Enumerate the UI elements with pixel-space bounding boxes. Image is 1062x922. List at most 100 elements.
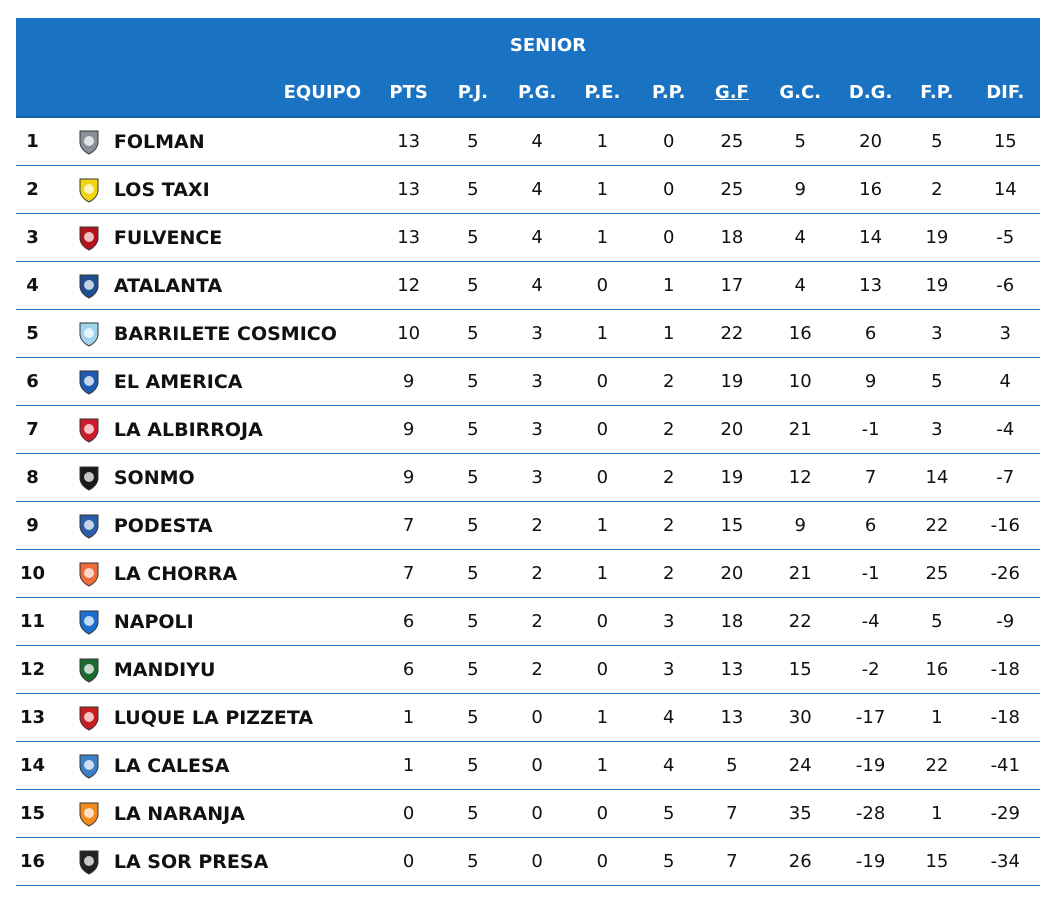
dg-cell: -19 xyxy=(837,837,904,886)
gc-cell: 4 xyxy=(762,213,838,262)
dif-cell: -9 xyxy=(970,597,1040,646)
gf-cell: 22 xyxy=(701,309,763,358)
position-cell: 12 xyxy=(16,645,67,694)
gf-cell: 15 xyxy=(701,501,763,550)
dg-cell: -1 xyxy=(837,549,904,598)
dg-cell: -2 xyxy=(837,645,904,694)
table-row: 8 SONMO 9 5 3 0 2 19 12 7 14 -7 xyxy=(16,453,1040,502)
dif-cell: 3 xyxy=(970,309,1040,358)
pts-cell: 0 xyxy=(377,789,441,838)
gc-cell: 24 xyxy=(762,741,838,790)
team-logo-cell xyxy=(66,357,112,406)
fp-cell: 22 xyxy=(903,501,971,550)
barrilete-cosmico-crest-icon xyxy=(77,320,101,348)
team-logo-cell xyxy=(66,309,112,358)
pe-cell: 1 xyxy=(568,741,637,790)
dif-cell: -34 xyxy=(970,837,1040,886)
table-title: SENIOR xyxy=(16,18,1040,68)
pp-cell: 2 xyxy=(636,453,702,502)
team-name: EL AMERICA xyxy=(111,357,378,406)
gc-cell: 26 xyxy=(762,837,838,886)
luque-la-pizzeta-crest-icon xyxy=(77,704,101,732)
gf-cell: 7 xyxy=(701,789,763,838)
pe-cell: 0 xyxy=(568,597,637,646)
fp-cell: 1 xyxy=(903,789,971,838)
pj-cell: 5 xyxy=(440,789,506,838)
gf-cell: 17 xyxy=(701,261,763,310)
gf-cell: 19 xyxy=(701,453,763,502)
team-name: FOLMAN xyxy=(111,117,378,166)
pts-cell: 13 xyxy=(377,213,441,262)
team-name: BARRILETE COSMICO xyxy=(111,309,378,358)
header-pp: P.P. xyxy=(636,68,702,118)
pp-cell: 0 xyxy=(636,165,702,214)
fp-cell: 3 xyxy=(903,309,971,358)
pj-cell: 5 xyxy=(440,549,506,598)
team-name: LA CHORRA xyxy=(111,549,378,598)
pj-cell: 5 xyxy=(440,501,506,550)
pe-cell: 0 xyxy=(568,645,637,694)
team-logo-cell xyxy=(66,693,112,742)
pts-cell: 1 xyxy=(377,693,441,742)
fulvence-crest-icon xyxy=(77,224,101,252)
los-taxi-crest-icon xyxy=(77,176,101,204)
pe-cell: 1 xyxy=(568,117,637,166)
standings-body: 1 FOLMAN 13 5 4 1 0 25 5 20 5 15 2 LOS TAXI 13 5 4 1 0 25 9 1… xyxy=(16,117,1040,886)
table-row: 12 MANDIYU 6 5 2 0 3 13 15 -2 16 -18 xyxy=(16,645,1040,694)
position-cell: 9 xyxy=(16,501,67,550)
table-row: 16 LA SOR PRESA 0 5 0 0 5 7 26 -19 15 -34 xyxy=(16,837,1040,886)
team-logo-cell xyxy=(66,789,112,838)
team-logo-cell xyxy=(66,837,112,886)
position-cell: 16 xyxy=(16,837,67,886)
pg-cell: 0 xyxy=(505,693,569,742)
pts-cell: 10 xyxy=(377,309,441,358)
pe-cell: 0 xyxy=(568,789,637,838)
dg-cell: -19 xyxy=(837,741,904,790)
fp-cell: 5 xyxy=(903,117,971,166)
la-naranja-crest-icon xyxy=(77,800,101,828)
pj-cell: 5 xyxy=(440,405,506,454)
pts-cell: 7 xyxy=(377,501,441,550)
pp-cell: 0 xyxy=(636,213,702,262)
pj-cell: 5 xyxy=(440,597,506,646)
gf-cell: 7 xyxy=(701,837,763,886)
position-cell: 2 xyxy=(16,165,67,214)
gc-cell: 9 xyxy=(762,501,838,550)
pg-cell: 3 xyxy=(505,357,569,406)
pj-cell: 5 xyxy=(440,693,506,742)
pg-cell: 2 xyxy=(505,645,569,694)
pj-cell: 5 xyxy=(440,357,506,406)
pg-cell: 2 xyxy=(505,549,569,598)
gf-cell: 19 xyxy=(701,357,763,406)
header-gf-sort-link[interactable]: G.F xyxy=(701,68,763,118)
pj-cell: 5 xyxy=(440,165,506,214)
team-name: LA CALESA xyxy=(111,741,378,790)
header-pg: P.G. xyxy=(505,68,569,118)
header-fp: F.P. xyxy=(903,68,971,118)
pts-cell: 6 xyxy=(377,645,441,694)
pj-cell: 5 xyxy=(440,261,506,310)
dif-cell: 4 xyxy=(970,357,1040,406)
position-cell: 15 xyxy=(16,789,67,838)
dg-cell: -4 xyxy=(837,597,904,646)
gc-cell: 5 xyxy=(762,117,838,166)
pts-cell: 7 xyxy=(377,549,441,598)
dg-cell: -28 xyxy=(837,789,904,838)
team-name: SONMO xyxy=(111,453,378,502)
pg-cell: 3 xyxy=(505,309,569,358)
pe-cell: 0 xyxy=(568,453,637,502)
fp-cell: 3 xyxy=(903,405,971,454)
position-cell: 8 xyxy=(16,453,67,502)
standings-container: SENIOR EQUIPO PTS P.J. P.G. P.E. P.P. G.… xyxy=(16,18,1040,886)
gf-cell: 13 xyxy=(701,645,763,694)
fp-cell: 5 xyxy=(903,357,971,406)
pts-cell: 0 xyxy=(377,837,441,886)
table-row: 3 FULVENCE 13 5 4 1 0 18 4 14 19 -5 xyxy=(16,213,1040,262)
gc-cell: 21 xyxy=(762,549,838,598)
pts-cell: 12 xyxy=(377,261,441,310)
dg-cell: 16 xyxy=(837,165,904,214)
pg-cell: 3 xyxy=(505,405,569,454)
pe-cell: 1 xyxy=(568,213,637,262)
team-name: FULVENCE xyxy=(111,213,378,262)
team-logo-cell xyxy=(66,645,112,694)
